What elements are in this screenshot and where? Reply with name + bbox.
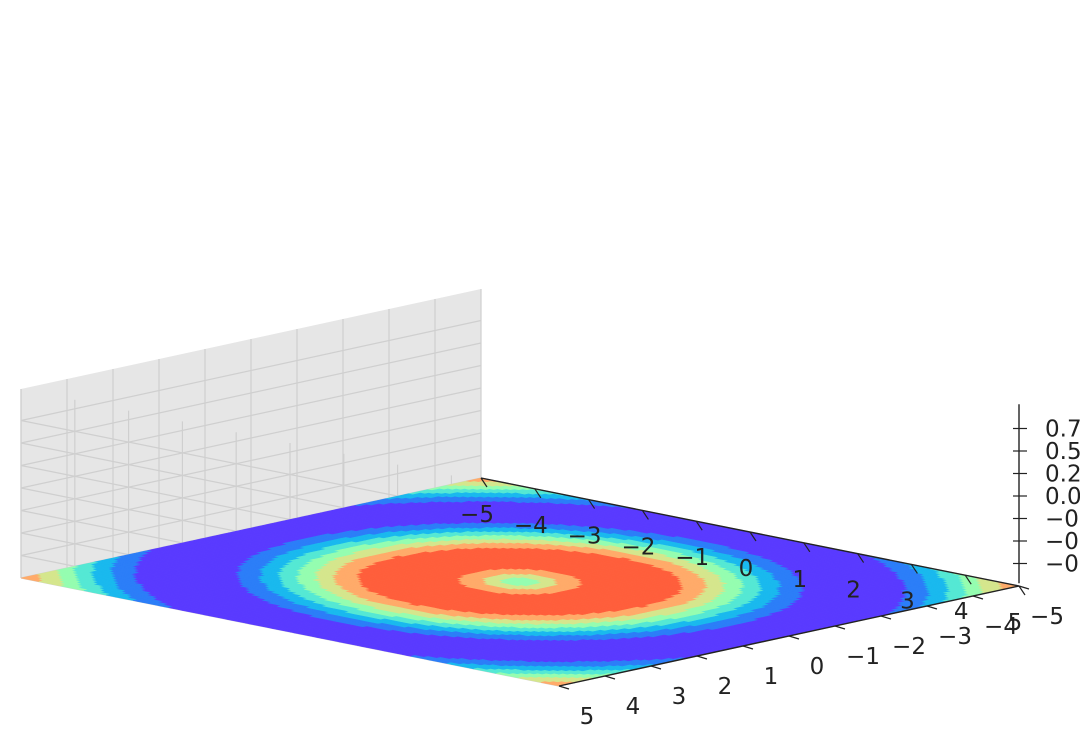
grid-line-z-left [20,454,482,557]
grid-line-z-left [20,364,482,467]
grid-line-z-left [20,319,482,422]
grid-line-z-left [20,432,482,534]
grid-line-z-left [20,387,482,489]
contour-surface [20,477,1020,687]
grid-line-z-left [20,409,482,512]
grid-line-z-left [20,342,482,444]
